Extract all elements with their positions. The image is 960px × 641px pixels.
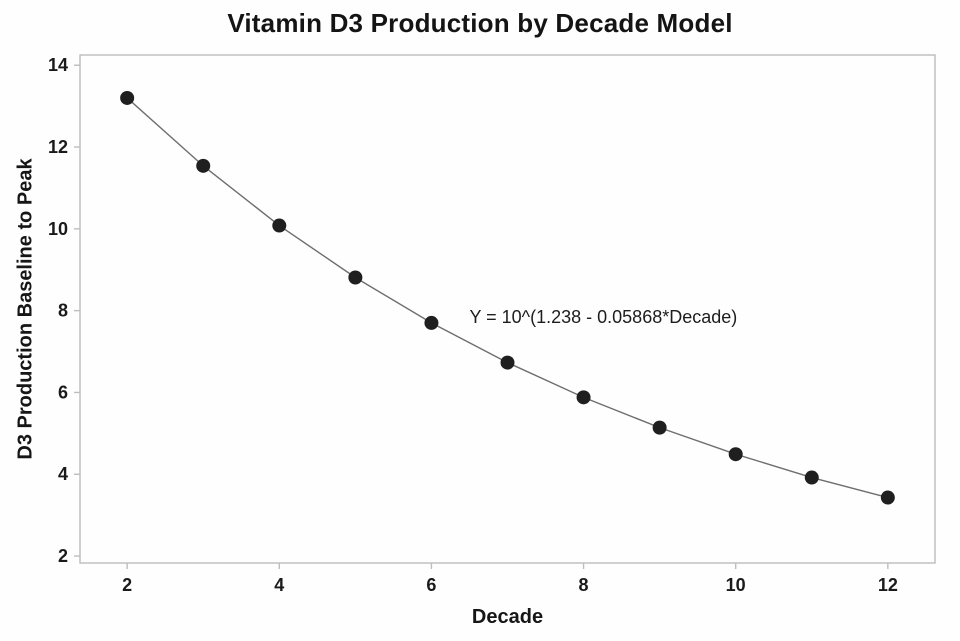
data-point bbox=[804, 470, 819, 485]
data-point bbox=[500, 355, 515, 370]
data-point bbox=[348, 270, 363, 285]
plot-frame bbox=[79, 54, 936, 564]
data-point bbox=[576, 390, 591, 405]
x-tick-label: 10 bbox=[726, 575, 746, 595]
y-tick-label: 10 bbox=[48, 219, 68, 239]
x-tick-label: 4 bbox=[274, 575, 284, 595]
x-tick-label: 2 bbox=[122, 575, 132, 595]
y-tick-label: 14 bbox=[48, 55, 68, 75]
chart-title: Vitamin D3 Production by Decade Model bbox=[227, 8, 733, 38]
y-tick-label: 2 bbox=[58, 546, 68, 566]
data-point bbox=[272, 218, 287, 233]
y-tick-label: 4 bbox=[58, 464, 68, 484]
fitted-line bbox=[126, 97, 889, 499]
data-point bbox=[728, 447, 743, 462]
y-tick-label: 6 bbox=[58, 382, 68, 402]
x-axis-label: Decade bbox=[471, 606, 544, 628]
data-point bbox=[424, 315, 439, 330]
equation-annotation: Y = 10^(1.238 - 0.05868*Decade) bbox=[469, 306, 738, 327]
data-point bbox=[196, 158, 211, 173]
data-point bbox=[652, 420, 667, 435]
y-tick-label: 8 bbox=[58, 301, 68, 321]
x-tick-label: 8 bbox=[579, 575, 589, 595]
data-point bbox=[880, 490, 895, 505]
x-tick-label: 12 bbox=[878, 575, 898, 595]
x-tick-label: 6 bbox=[426, 575, 436, 595]
data-point bbox=[120, 90, 135, 105]
y-tick-label: 12 bbox=[48, 137, 68, 157]
